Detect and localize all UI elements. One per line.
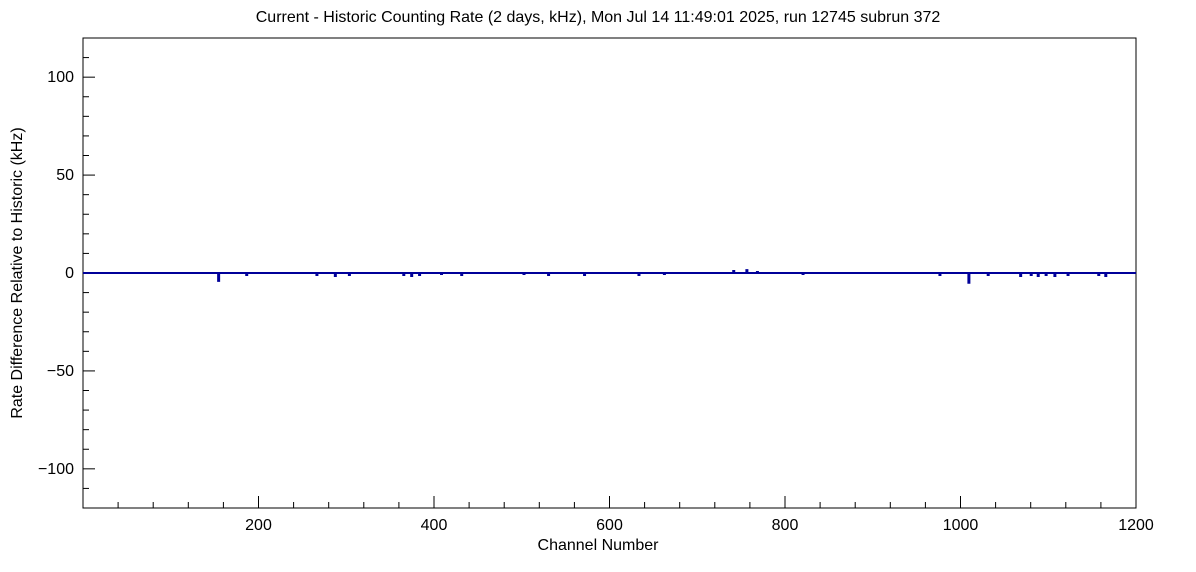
x-axis-tick-labels: 200 400 600 800 1000 1200 (245, 517, 1154, 534)
x-tick-label: 400 (421, 517, 448, 534)
y-axis-label: Rate Difference Relative to Historic (kH… (9, 127, 26, 419)
x-tick-label: 200 (245, 517, 272, 534)
y-tick-label: −100 (38, 461, 74, 478)
y-tick-label: 50 (56, 167, 74, 184)
x-axis-ticks (117, 496, 1137, 508)
x-axis-label: Channel Number (537, 537, 659, 554)
x-tick-label: 1200 (1118, 517, 1154, 534)
x-tick-label: 1000 (943, 517, 979, 534)
y-tick-label: 100 (47, 69, 74, 86)
series-line (83, 269, 1136, 284)
chart-title: Current - Historic Counting Rate (2 days… (255, 9, 941, 26)
x-tick-label: 800 (772, 517, 799, 534)
y-tick-label: 0 (65, 265, 74, 282)
y-tick-label: −50 (47, 363, 74, 380)
x-tick-label: 600 (596, 517, 623, 534)
y-axis-ticks (83, 57, 95, 489)
y-axis-tick-labels: −100 −50 0 50 100 (38, 69, 74, 478)
